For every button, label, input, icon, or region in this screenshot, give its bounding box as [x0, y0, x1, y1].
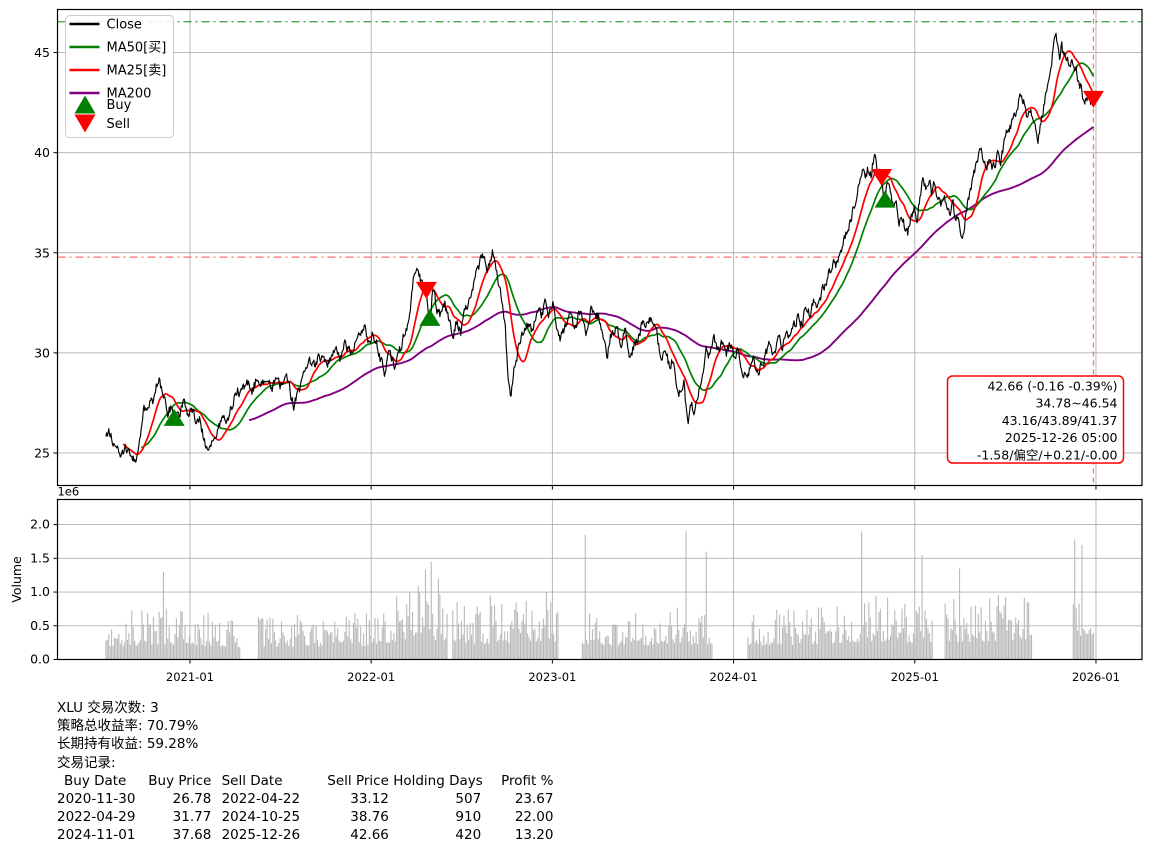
header-sell-price: Sell Price — [327, 772, 389, 789]
legend-item: Close — [69, 18, 142, 33]
x-tick-label: 2021-01 — [166, 670, 214, 684]
close-line — [105, 32, 1095, 463]
strategy-chart: 2021-01 2022-01 2023-01 2024-01 2025-01 2026-… — [9, 8, 1143, 684]
legend-item: Buy — [74, 95, 132, 114]
stat-strategy-return: 策略总收益率: 70.79% — [57, 718, 199, 735]
cell-buy-price: 26.78 — [172, 790, 212, 807]
legend-label: MA25[卖] — [107, 64, 167, 79]
cell-sell-price: 38.76 — [350, 809, 389, 826]
volume-tick-label: 1.5 — [30, 550, 50, 565]
trade-row: 2022-04-29 31.77 2024-10-25 38.76 910 22… — [57, 808, 553, 826]
sell-marker-icon — [871, 168, 893, 186]
trade-table-header: Buy Date Buy Price Sell Date Sell Price … — [57, 772, 553, 790]
price-info-line: 43.16/43.89/41.37 — [1002, 413, 1118, 428]
price-info-border — [946, 375, 1125, 464]
cell-buy-price: 31.77 — [172, 809, 212, 826]
cell-holding-days: 420 — [455, 827, 482, 844]
sell-marker-icon — [74, 114, 96, 133]
cell-buy-date: 2020-11-30 — [57, 790, 136, 807]
price-info-line: 34.78~46.54 — [1035, 396, 1117, 411]
x-tick-label: 2024-01 — [710, 670, 758, 684]
cell-sell-date: 2025-12-26 — [221, 827, 301, 844]
stat-trade-count: XLU 交易次数: 3 — [57, 700, 159, 716]
header-holding-days: Holding Days — [393, 772, 483, 789]
cell-profit: 22.00 — [514, 809, 554, 826]
stat-records-label: 交易记录: — [57, 754, 116, 771]
price-tick-label: 45 — [34, 45, 50, 60]
volume-bars — [105, 531, 1094, 660]
cell-holding-days: 910 — [455, 809, 482, 826]
buy-markers — [163, 190, 896, 426]
legend-label: Sell — [107, 117, 130, 132]
grid-lines — [57, 9, 1142, 660]
price-info-line: 2025-12-26 05:00 — [1005, 430, 1118, 445]
volume-tick-label: 1.0 — [30, 584, 50, 599]
header-buy-price: Buy Price — [148, 772, 212, 789]
price-info-box: 42.66 (-0.16 -0.39%) 34.78~46.54 43.16/43.… — [946, 375, 1125, 464]
trade-row: 2024-11-01 37.68 2025-12-26 42.66 420 13… — [57, 826, 553, 844]
legend-item: MA50[买] — [69, 41, 167, 56]
ma200-line — [248, 126, 1095, 422]
buy-marker-icon — [419, 308, 441, 326]
cell-sell-date: 2022-04-22 — [221, 790, 301, 807]
header-sell-date: Sell Date — [221, 772, 283, 789]
cell-sell-date: 2024-10-25 — [221, 809, 301, 826]
legend-label: MA200 — [107, 87, 152, 102]
header-profit: Profit % — [501, 772, 554, 789]
cell-buy-price: 37.68 — [172, 827, 212, 844]
cell-sell-price: 33.12 — [350, 790, 389, 807]
stat-buyhold-return: 长期持有收益: 59.28% — [57, 736, 199, 753]
header-buy-date: Buy Date — [64, 772, 127, 789]
volume-offset-label: 1e6 — [58, 485, 80, 499]
legend-item: Sell — [74, 114, 130, 133]
sell-markers — [415, 90, 1104, 299]
price-info-line: 42.66 (-0.16 -0.39%) — [987, 379, 1117, 394]
cell-profit: 23.67 — [514, 790, 554, 807]
x-tick-label: 2022-01 — [347, 670, 395, 684]
cell-holding-days: 507 — [455, 790, 482, 807]
price-tick-label: 25 — [34, 445, 50, 460]
strategy-stats: XLU 交易次数: 3 策略总收益率: 70.79% 长期持有收益: 59.28… — [57, 699, 553, 845]
volume-tick-label: 0.0 — [30, 652, 50, 667]
volume-axis-label: Volume — [9, 556, 24, 603]
cell-buy-date: 2024-11-01 — [57, 827, 136, 844]
x-tick-label: 2025-01 — [891, 670, 939, 684]
legend-item: MA200 — [69, 87, 152, 102]
cell-buy-date: 2022-04-29 — [57, 809, 136, 826]
cell-profit: 13.20 — [514, 827, 554, 844]
volume-tick-label: 0.5 — [30, 618, 50, 633]
price-tick-label: 30 — [34, 345, 50, 360]
volume-tick-label: 2.0 — [30, 517, 50, 532]
price-info-line: -1.58/偏空/+0.21/-0.00 — [977, 447, 1118, 462]
sell-marker-icon — [415, 281, 437, 299]
x-tick-label: 2026-01 — [1072, 670, 1120, 684]
legend-label: Close — [107, 18, 142, 33]
axes: 2021-01 2022-01 2023-01 2024-01 2025-01 2026-… — [9, 8, 1143, 684]
sell-marker-icon — [1082, 90, 1104, 108]
legend-item: MA25[卖] — [69, 64, 167, 79]
price-tick-label: 35 — [34, 245, 50, 260]
x-tick-label: 2023-01 — [528, 670, 576, 684]
buy-marker-icon — [163, 408, 185, 426]
trade-row: 2020-11-30 26.78 2022-04-22 33.12 507 23… — [57, 790, 553, 808]
buy-marker-icon — [74, 95, 96, 114]
legend-label: MA50[买] — [107, 41, 167, 56]
cell-sell-price: 42.66 — [350, 827, 389, 844]
legend-label: Buy — [107, 98, 132, 113]
price-tick-label: 40 — [34, 145, 50, 160]
buy-marker-icon — [874, 190, 896, 208]
